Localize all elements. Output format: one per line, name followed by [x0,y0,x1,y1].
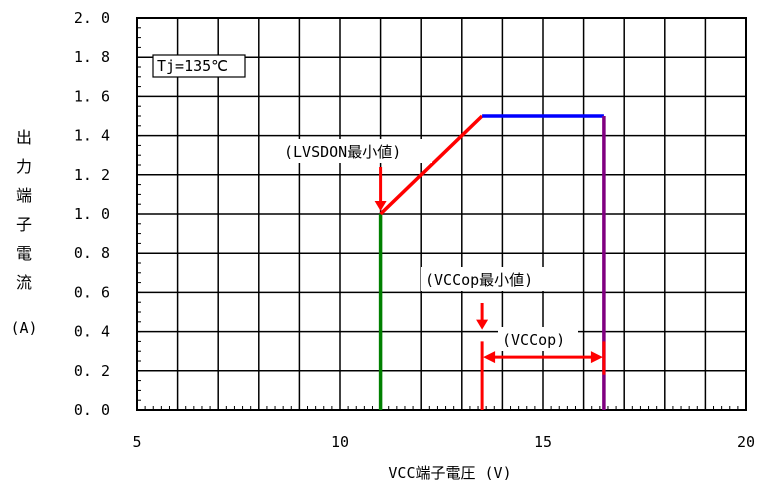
annotations: (LVSDON最小値) (VCCop最小値) (VCCop) [280,139,606,410]
y-axis-label-char: 出 [16,128,32,147]
annotation-vccop-min-arrow [476,303,489,330]
grid [137,18,746,410]
y-tick-label: 0. 8 [74,244,110,262]
annotation-vccop-label: (VCCop) [502,331,565,349]
annotation-vccop-min-bg [421,267,566,291]
x-tick-labels: 5 10 15 20 [132,433,755,451]
y-tick-label: 0. 4 [74,323,110,341]
condition-box [152,54,246,78]
arrow-lvsdon-head [374,201,387,211]
x-tick-label: 10 [331,433,349,451]
minor-ticks [137,27,739,410]
series-line-1 [379,114,484,216]
x-axis-label: VCC端子電圧 (V) [388,464,511,482]
y-tick-label: 2. 0 [74,9,110,27]
y-tick-label: 1. 6 [74,87,110,105]
y-tick-label: 0. 6 [74,283,110,301]
condition-label: Tj=135℃ [157,57,228,75]
x-tick-label: 15 [534,433,552,451]
y-tick-labels: 0. 0 0. 2 0. 4 0. 6 0. 8 1. 0 1. 2 1. 4 1. 6 1. 8… [74,9,110,419]
y-axis-label-char: 流 [16,273,32,292]
range-head-left [483,351,496,364]
x-tick-label: 20 [737,433,755,451]
y-tick-label: 1. 8 [74,48,110,66]
y-axis-label-char: 電 [16,244,32,263]
y-axis-label-char: 力 [16,157,32,176]
arrow-vccop-min-head [476,319,489,330]
annotation-vccop-min-label: (VCCop最小値) [425,271,533,289]
y-tick-label: 0. 0 [74,401,110,419]
annotation-lvsdon-arrow [374,167,387,211]
plot-frame [136,17,747,411]
y-axis-label-unit: (A) [10,319,37,337]
y-tick-label: 1. 0 [74,205,110,223]
y-tick-label: 1. 4 [74,127,110,145]
range-head-right [590,351,603,364]
annotation-vccop-bg [498,327,578,351]
y-tick-label: 1. 2 [74,166,110,184]
y-axis-label-char: 端 [16,186,32,205]
annotation-lvsdon-bg [280,139,432,163]
y-axis-label-char: 子 [16,215,32,234]
x-tick-label: 5 [132,433,141,451]
y-tick-label: 0. 2 [74,362,110,380]
annotation-lvsdon-label: (LVSDON最小値) [284,143,401,161]
annotation-vccop-range-arrow [480,341,606,410]
